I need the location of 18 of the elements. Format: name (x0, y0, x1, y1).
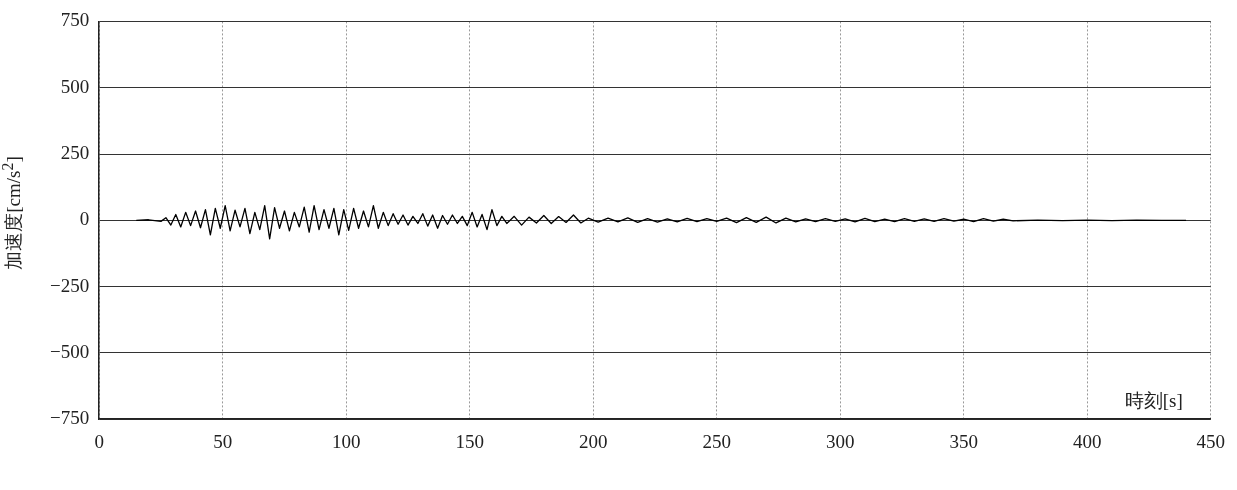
y-tick-label: 250 (60, 141, 90, 163)
x-tick-label: 350 (949, 430, 978, 452)
x-tick-label: 200 (578, 430, 608, 452)
y-tick-label: −250 (50, 274, 90, 296)
x-tick-label: 450 (1196, 430, 1225, 452)
y-tick-label: −500 (50, 340, 90, 362)
x-tick-label: 150 (455, 430, 484, 452)
y-tick-label: 0 (79, 208, 90, 230)
x-tick-label: 50 (213, 430, 233, 452)
x-axis-title: 時刻[s] (1124, 389, 1183, 411)
y-tick-label: 500 (60, 75, 90, 97)
x-tick-label: 100 (331, 430, 361, 452)
x-tick-label: 0 (94, 430, 104, 452)
x-tick-label: 300 (825, 430, 855, 452)
y-tick-label: 750 (60, 9, 90, 31)
x-tick-label: 250 (702, 430, 731, 452)
x-tick-label: 400 (1073, 430, 1102, 452)
y-tick-label: −750 (50, 407, 90, 429)
